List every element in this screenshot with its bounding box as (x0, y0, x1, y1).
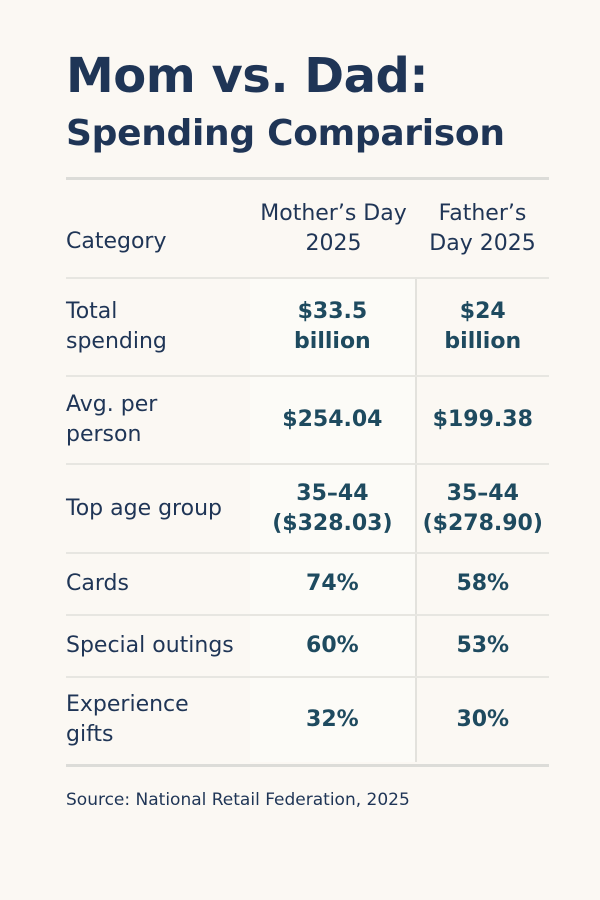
table-header-row: Category Mother’s Day 2025 Father’s Day … (66, 180, 549, 279)
row-fathers-day-value: $24 billion (414, 279, 549, 375)
row-fathers-day-value: 58% (414, 554, 549, 614)
header-category: Category (66, 228, 167, 254)
page-title: Mom vs. Dad: Spending Comparison (66, 48, 586, 158)
row-category: Total spending (66, 299, 167, 354)
bottom-divider (66, 764, 549, 767)
row-fathers-day-value: 30% (414, 678, 549, 762)
table-row: Avg. per person $254.04 $199.38 (66, 377, 549, 465)
table-row: Experience gifts 32% 30% (66, 678, 549, 762)
comparison-table: Category Mother’s Day 2025 Father’s Day … (66, 180, 549, 762)
row-mothers-day-value: 32% (250, 678, 415, 762)
table-row: Cards 74% 58% (66, 554, 549, 616)
row-category: Top age group (66, 495, 222, 521)
top-divider (66, 177, 549, 180)
title-line-1: Mom vs. Dad: (66, 48, 429, 104)
table-row: Top age group 35–44 ($328.03) 35–44 ($27… (66, 465, 549, 554)
row-category: Cards (66, 571, 129, 596)
row-mothers-day-value: 60% (250, 616, 415, 676)
row-fathers-day-value: 35–44 ($278.90) (414, 465, 549, 552)
row-mothers-day-value: $33.5 billion (250, 279, 415, 375)
row-mothers-day-value: 35–44 ($328.03) (250, 465, 415, 552)
row-category: Experience gifts (66, 692, 189, 747)
row-fathers-day-value: 53% (414, 616, 549, 676)
row-category: Special outings (66, 633, 234, 658)
row-mothers-day-value: 74% (250, 554, 415, 614)
table-row: Total spending $33.5 billion $24 billion (66, 279, 549, 377)
header-fathers-day: Father’s Day 2025 (429, 200, 536, 256)
source-note: Source: National Retail Federation, 2025 (66, 790, 410, 810)
row-category: Avg. per person (66, 392, 158, 447)
row-mothers-day-value: $254.04 (250, 377, 415, 463)
title-line-2: Spending Comparison (66, 113, 505, 154)
row-fathers-day-value: $199.38 (414, 377, 549, 463)
header-mothers-day: Mother’s Day 2025 (260, 200, 407, 256)
table-row: Special outings 60% 53% (66, 616, 549, 678)
